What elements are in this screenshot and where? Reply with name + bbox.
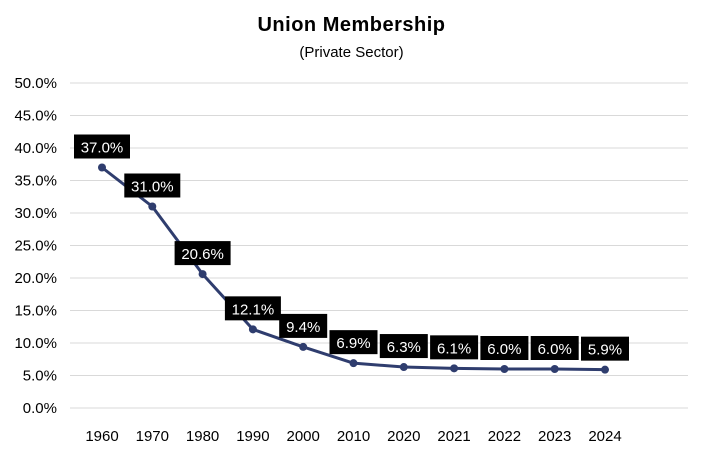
y-tick-label: 50.0% — [14, 75, 57, 92]
chart-subtitle: (Private Sector) — [299, 44, 404, 61]
data-label: 6.9% — [336, 335, 370, 352]
data-label: 5.9% — [588, 342, 622, 359]
data-point — [148, 202, 157, 211]
data-point — [450, 364, 459, 373]
data-point — [198, 270, 207, 279]
data-label-box — [430, 335, 479, 360]
data-label-box — [530, 336, 579, 360]
y-tick-label: 25.0% — [14, 238, 57, 255]
y-tick-label: 0.0% — [23, 400, 57, 417]
data-label: 37.0% — [81, 140, 124, 157]
chart-title: Union Membership — [257, 14, 446, 36]
y-tick-label: 30.0% — [14, 205, 57, 222]
y-tick-label: 15.0% — [14, 303, 57, 320]
x-tick-label: 1960 — [85, 428, 118, 445]
x-tick-label: 2024 — [588, 428, 621, 445]
data-point — [248, 325, 257, 334]
data-point — [399, 363, 408, 372]
y-tick-label: 45.0% — [14, 108, 57, 125]
data-point — [550, 365, 559, 373]
data-point — [299, 342, 308, 351]
y-tick-label: 5.0% — [23, 368, 57, 385]
data-label-box — [224, 296, 281, 321]
x-tick-label: 2020 — [387, 428, 420, 445]
data-label-box — [329, 330, 378, 355]
data-label: 6.0% — [487, 341, 521, 358]
x-tick-label: 2021 — [437, 428, 470, 445]
x-tick-label: 2010 — [337, 428, 370, 445]
x-tick-label: 1970 — [136, 428, 169, 445]
data-point — [500, 365, 509, 373]
data-label-box — [124, 173, 181, 198]
x-tick-label: 2023 — [538, 428, 571, 445]
data-point — [601, 365, 609, 374]
x-tick-label: 2000 — [287, 428, 320, 445]
data-label: 6.3% — [387, 339, 421, 356]
data-label: 12.1% — [232, 301, 275, 318]
data-point — [349, 359, 358, 368]
y-tick-label: 10.0% — [14, 335, 57, 352]
data-label-box — [74, 134, 130, 159]
data-label-box — [379, 334, 428, 359]
data-label: 9.4% — [286, 319, 320, 336]
data-label-box — [581, 336, 629, 361]
data-label: 31.0% — [131, 179, 174, 196]
y-tick-label: 40.0% — [14, 140, 57, 157]
data-point — [98, 163, 106, 172]
y-tick-label: 35.0% — [14, 173, 57, 190]
y-tick-label: 20.0% — [14, 270, 57, 287]
data-label-box — [174, 241, 231, 266]
data-label-box — [480, 336, 529, 360]
data-label: 20.6% — [181, 246, 224, 263]
x-tick-label: 2022 — [488, 428, 521, 445]
x-tick-label: 1990 — [236, 428, 269, 445]
data-label: 6.1% — [437, 340, 471, 357]
data-label: 6.0% — [538, 341, 572, 358]
data-label-box — [279, 313, 328, 338]
x-tick-label: 1980 — [186, 428, 219, 445]
